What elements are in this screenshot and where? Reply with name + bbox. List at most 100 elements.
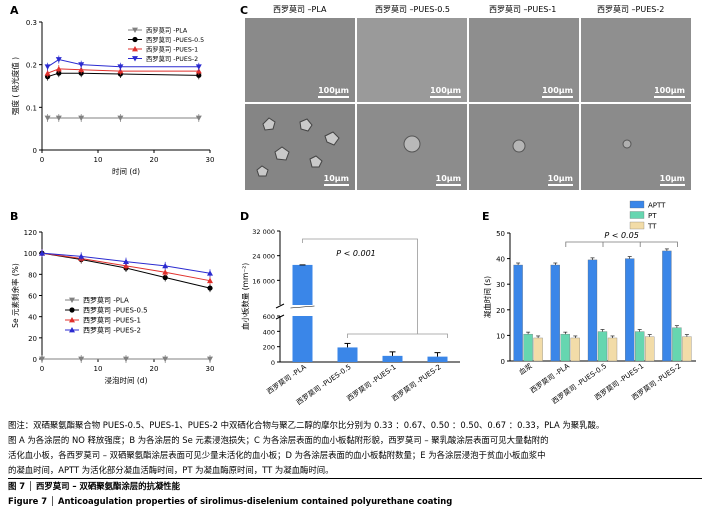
- legend-marker: [132, 27, 138, 33]
- bar-break-mark: [290, 305, 315, 309]
- data-point: [78, 115, 85, 121]
- bar: [513, 264, 523, 362]
- data-point: [78, 356, 85, 362]
- y-axis-title: 血小板数量 (mm⁻²): [240, 263, 250, 330]
- sem-image-pues2-high: 10μm: [581, 104, 691, 190]
- data-point: [207, 270, 213, 276]
- bar: [523, 333, 533, 362]
- data-point: [123, 356, 129, 362]
- x-axis-title: 浸泡时间 (d): [105, 375, 148, 385]
- x-tick-label: 30: [206, 156, 215, 164]
- legend-label: 西罗莫司 -PUES-1: [83, 316, 141, 325]
- bar-upper: [292, 264, 313, 305]
- chart-d-platelet-count: 0 200 400 600 16 000 24 000 32 000 血小板数量 (mm⁻²)…: [240, 228, 460, 407]
- y-tick-label: 20: [28, 335, 37, 343]
- data-point: [44, 64, 51, 70]
- data-point: [55, 57, 62, 63]
- legend-marker: [69, 327, 75, 333]
- bar: [533, 337, 543, 362]
- legend-label: 西罗莫司 -PLA: [83, 296, 129, 305]
- data-point: [195, 64, 202, 70]
- series-line: [47, 72, 199, 78]
- y-axis-title: 强度 ( 吸光度值 ): [10, 57, 20, 115]
- caption-line-1: 图注：双硒聚氨酯聚合物 PUES-0.5、PUES-1、PUES-2 中双硒化合…: [8, 420, 605, 430]
- bar: [597, 331, 608, 362]
- y-tick-label: 24 000: [252, 253, 275, 261]
- y-tick-label: 0: [33, 356, 37, 364]
- y-tick-label: 32 000: [252, 228, 275, 236]
- chart-a-nitric-oxide-release: 0 0.1 0.2 0.3 0 10 20 30 时间 (d) 强度 ( 吸光度值 ) 西罗莫司 -…: [10, 19, 215, 176]
- bar: [625, 258, 635, 362]
- y-tick-label: 40: [28, 314, 37, 322]
- y-tick-label: 0.3: [26, 19, 37, 27]
- data-point: [123, 258, 129, 265]
- significance-label: P < 0.001: [336, 249, 376, 258]
- y-tick-label: 80: [28, 271, 37, 279]
- bar: [635, 331, 645, 362]
- data-point: [78, 62, 85, 68]
- data-point: [117, 64, 124, 70]
- y-tick-label: 0: [501, 358, 505, 366]
- panel-label-e: E: [482, 210, 490, 223]
- bar: [587, 259, 598, 362]
- figure-caption: 图注：双硒聚氨酯聚合物 PUES-0.5、PUES-1、PUES-2 中双硒化合…: [8, 418, 704, 509]
- data-point: [162, 356, 169, 362]
- legend-marker: [69, 307, 75, 313]
- y-axis-title: 凝血时间 (s): [482, 276, 492, 318]
- axis-break-mark: [275, 303, 285, 309]
- y-tick-label: 0.1: [26, 104, 37, 112]
- sem-image-pues05-low: 100μm: [357, 18, 467, 102]
- data-point: [196, 72, 202, 78]
- bar: [672, 327, 682, 362]
- legend-label: PT: [648, 212, 657, 220]
- y-tick-label: 0.2: [26, 62, 37, 70]
- sem-image-pues05-high: 10μm: [357, 104, 467, 190]
- legend-label: 西罗莫司 -PUES-2: [146, 54, 198, 63]
- data-point: [55, 65, 62, 72]
- data-point: [207, 285, 213, 291]
- data-point: [207, 277, 213, 284]
- sem-image-pues1-high: 10μm: [469, 104, 579, 190]
- sem-image-pla-high: 10μm: [245, 104, 355, 190]
- y-tick-label: 0: [33, 147, 37, 155]
- y-axis-title: Se 元素剩余率 (%): [10, 263, 20, 328]
- significance-label: P < 0.05: [604, 231, 638, 240]
- sem-image-pla-low: 100μm: [245, 18, 355, 102]
- significance-bracket: [565, 241, 678, 247]
- panel-label-c: C: [240, 4, 249, 17]
- data-point: [207, 356, 213, 362]
- y-tick-label: 400: [263, 328, 275, 336]
- y-tick-label: 120: [24, 229, 37, 237]
- legend-label: TT: [647, 223, 657, 231]
- bar: [682, 336, 692, 362]
- bar: [427, 356, 448, 362]
- sem-col-title-pues-2: 西罗莫司 –PUES-2: [597, 5, 665, 14]
- bar: [337, 347, 358, 362]
- caption-line-4: 的凝血时间，APTT 为活化部分凝血活酶时间，PT 为凝血酶原时间，TT 为凝血…: [8, 465, 334, 475]
- legend-marker: [132, 36, 138, 43]
- series-line: [47, 68, 199, 74]
- bar: [570, 337, 580, 362]
- panel-label-b: B: [10, 210, 19, 223]
- legend-label: 西罗莫司 -PUES-0.5: [146, 35, 204, 44]
- data-point: [55, 115, 62, 121]
- data-point: [56, 70, 62, 76]
- sem-image-pues2-low: 100μm: [581, 18, 691, 102]
- figure-title-cn: 图 7 │ 西罗莫司 – 双硒聚氨酯涂层的抗凝性能: [8, 481, 181, 491]
- legend-swatch: [629, 221, 645, 230]
- data-point: [195, 115, 202, 121]
- legend-marker: [132, 56, 138, 62]
- y-tick-label: 50: [496, 230, 505, 238]
- data-point: [162, 262, 169, 269]
- y-tick-label: 200: [263, 344, 275, 352]
- bar: [560, 333, 570, 362]
- y-tick-label: 0: [271, 359, 275, 367]
- y-tick-label: 10: [496, 332, 505, 340]
- y-tick-label: 40: [496, 256, 505, 264]
- sem-col-title-pues-1: 西罗莫司 –PUES-1: [489, 5, 557, 14]
- legend-label: 西罗莫司 -PLA: [146, 26, 188, 35]
- legend-label: 西罗莫司 -PUES-2: [83, 326, 141, 335]
- sem-image-pues1-low: 100μm: [469, 18, 579, 102]
- data-point: [44, 70, 51, 76]
